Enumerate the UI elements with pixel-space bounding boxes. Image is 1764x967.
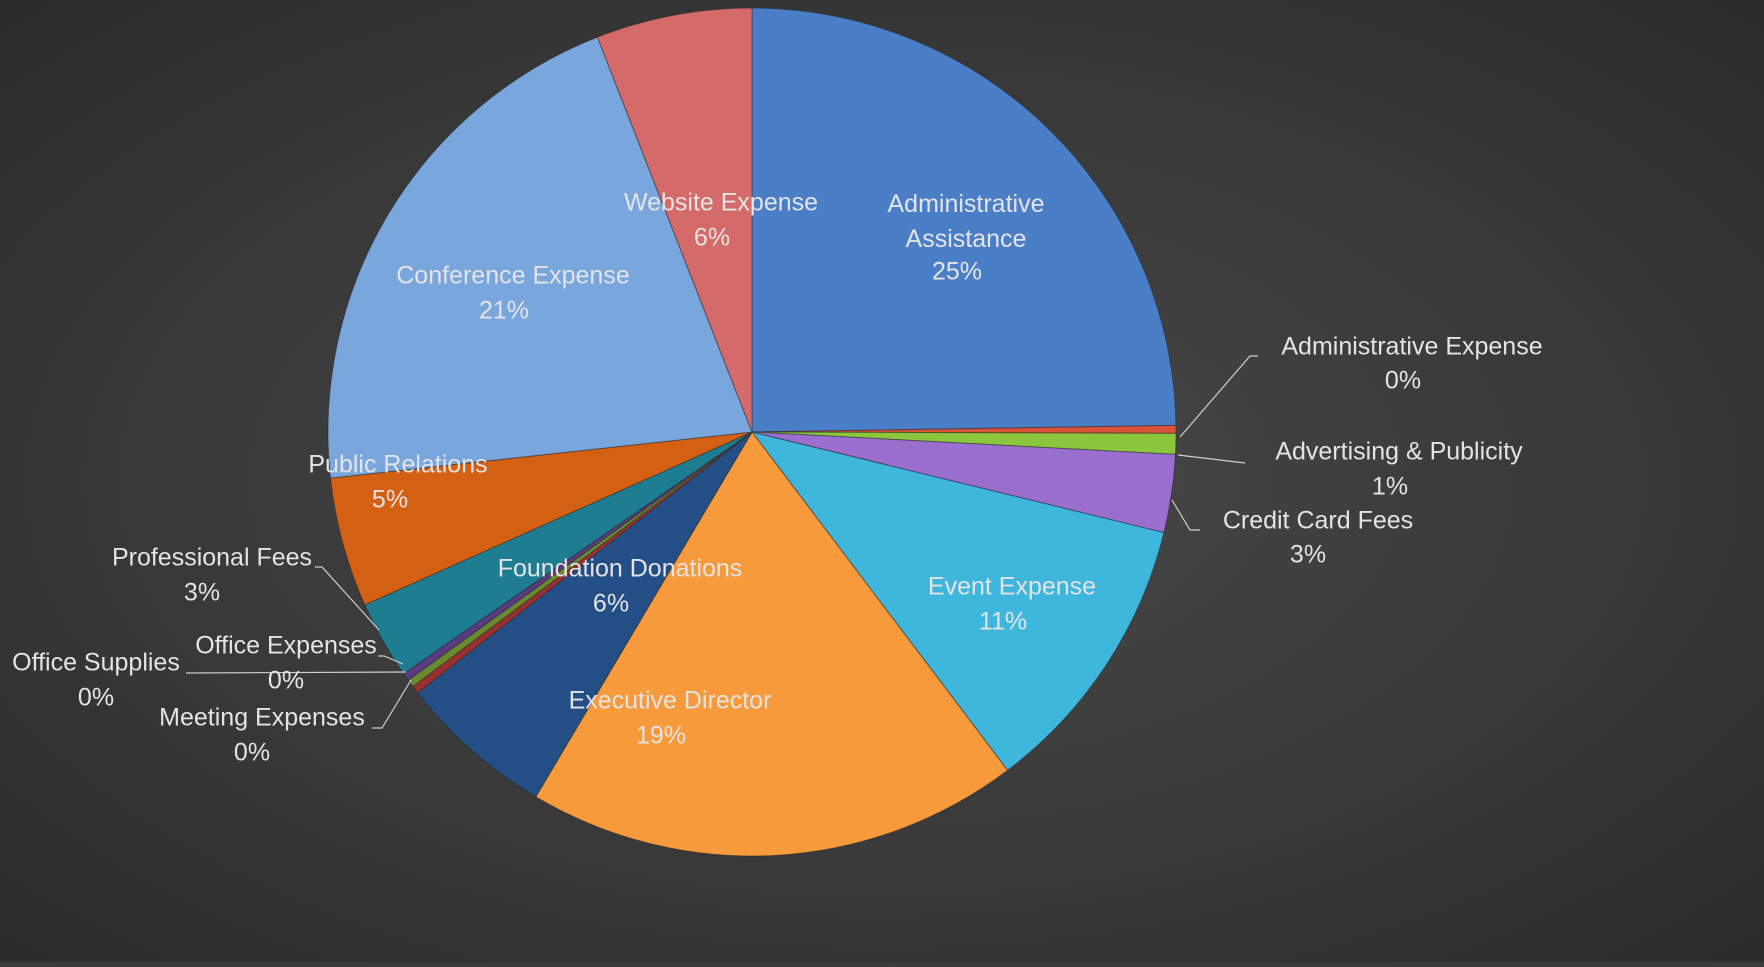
slice-label: Professional Fees <box>112 544 312 572</box>
leader-line <box>315 566 380 631</box>
leader-line <box>1171 499 1200 531</box>
pie-slice <box>327 36 753 479</box>
slice-label: Meeting Expenses <box>159 704 365 732</box>
slice-value-label: 0% <box>234 739 270 767</box>
slice-value-label: 0% <box>78 684 114 712</box>
slice-value-label: 25% <box>932 258 982 286</box>
slice-label: Administrative Assistance <box>888 190 1045 253</box>
slice-label: Office Supplies <box>12 649 180 677</box>
pie-slice <box>535 431 1009 857</box>
leader-line <box>1179 355 1258 438</box>
slice-label: Foundation Donations <box>498 555 743 583</box>
slice-label: Conference Expense <box>396 262 629 290</box>
slice-value-label: 5% <box>372 486 408 514</box>
slice-value-label: 1% <box>1372 473 1408 501</box>
slice-value-label: 6% <box>694 224 730 252</box>
slice-label: Event Expense <box>928 573 1096 601</box>
slice-value-label: 3% <box>1290 541 1326 569</box>
leader-line <box>185 671 407 674</box>
pie-slice <box>417 431 753 798</box>
slice-value-label: 19% <box>636 722 686 750</box>
slice-value-label: 3% <box>184 579 220 607</box>
slice-label: Administrative Expense <box>1281 333 1542 361</box>
slice-value-label: 0% <box>268 667 304 695</box>
pie-slice <box>750 431 1165 772</box>
slice-label: Credit Card Fees <box>1223 507 1413 535</box>
pie-slice <box>751 7 1177 433</box>
slice-label: Public Relations <box>308 451 487 479</box>
slice-label: Executive Director <box>569 687 772 715</box>
leader-line <box>1177 454 1246 464</box>
leader-line <box>378 655 404 665</box>
leader-line <box>372 679 412 729</box>
slice-label: Advertising & Publicity <box>1275 438 1523 466</box>
slice-value-label: 21% <box>479 297 529 325</box>
slice-label: Website Expense <box>624 189 818 217</box>
slice-value-label: 0% <box>1385 367 1421 395</box>
pie-slice <box>596 7 753 433</box>
slice-value-label: 11% <box>979 608 1027 636</box>
slice-label: Office Expenses <box>195 632 377 660</box>
slice-value-label: 6% <box>593 590 629 618</box>
